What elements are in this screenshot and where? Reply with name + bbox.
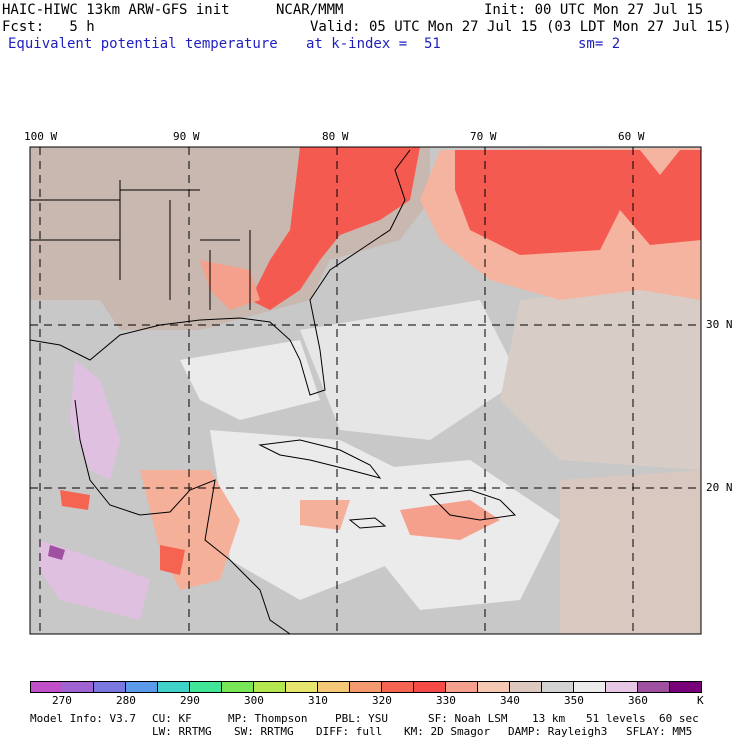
colorbar-tick-label: 330	[436, 694, 456, 707]
colorbar-tick-label: 280	[116, 694, 136, 707]
colorbar-swatch	[94, 681, 126, 693]
colorbar-tick-label: 350	[564, 694, 584, 707]
valid-time: Valid: 05 UTC Mon 27 Jul 15 (03 LDT Mon …	[310, 19, 732, 35]
colorbar-swatch	[254, 681, 286, 693]
colorbar-tick-label: 310	[308, 694, 328, 707]
colorbar-unit: K	[697, 694, 704, 707]
footer-resolution: 13 km	[532, 712, 566, 725]
colorbar-swatch	[510, 681, 542, 693]
colorbar-swatch	[446, 681, 478, 693]
colorbar-tick-label: 320	[372, 694, 392, 707]
colorbar-swatch	[542, 681, 574, 693]
lon-label-60w: 60 W	[618, 130, 645, 143]
coastlines	[30, 149, 517, 634]
colorbar-swatch	[350, 681, 382, 693]
colorbar-swatch	[382, 681, 414, 693]
colorbar-swatch	[286, 681, 318, 693]
colorbar-swatch	[158, 681, 190, 693]
colorbar-swatch	[478, 681, 510, 693]
lon-label-100w: 100 W	[24, 130, 58, 143]
smoothing: sm= 2	[578, 36, 621, 52]
lat-label-20n: 20 N	[706, 481, 733, 494]
lon-label-70w: 70 W	[470, 130, 497, 143]
footer-pbl: PBL: YSU	[335, 712, 388, 725]
footer-diff: DIFF: full	[316, 725, 383, 738]
colorbar-tick-label: 270	[52, 694, 72, 707]
footer-sflay: SFLAY: MM5	[626, 725, 693, 738]
colorbar-swatch	[414, 681, 446, 693]
footer-timestep: 60 sec	[659, 712, 699, 725]
footer-lw: LW: RRTMG	[152, 725, 212, 738]
model-title: HAIC-HIWC 13km ARW-GFS init	[2, 2, 230, 18]
lon-label-90w: 90 W	[173, 130, 200, 143]
colorbar-swatch	[574, 681, 606, 693]
lat-label-30n: 30 N	[706, 318, 733, 331]
colorbar-swatch	[638, 681, 670, 693]
colorbar-tick-label: 340	[500, 694, 520, 707]
colorbar-tick-label: 300	[244, 694, 264, 707]
field-name: Equivalent potential temperature	[8, 36, 278, 52]
level-index: at k-index = 51	[306, 36, 441, 52]
colorbar-tick-label: 360	[628, 694, 648, 707]
init-time: Init: 00 UTC Mon 27 Jul 15	[484, 2, 704, 18]
footer-sf: SF: Noah LSM	[428, 712, 508, 725]
footer-mp: MP: Thompson	[228, 712, 308, 725]
footer-levels: 51 levels	[586, 712, 646, 725]
lat-lon-grid	[30, 147, 701, 634]
colorbar-tick-label: 290	[180, 694, 200, 707]
map-frame	[29, 146, 702, 635]
colorbar-swatch	[318, 681, 350, 693]
colorbar-swatch	[30, 681, 63, 693]
lon-label-80w: 80 W	[322, 130, 349, 143]
colorbar-swatch	[62, 681, 94, 693]
footer-model-info: Model Info: V3.7	[30, 712, 136, 725]
colorbar-swatch	[190, 681, 222, 693]
colorbar-swatch	[126, 681, 158, 693]
footer-damp: DAMP: Rayleigh3	[508, 725, 608, 738]
footer-sw: SW: RRTMG	[234, 725, 294, 738]
theta-e-field	[30, 147, 701, 634]
org-label: NCAR/MMM	[276, 2, 344, 18]
colorbar-swatch	[670, 681, 702, 693]
colorbar-swatch	[222, 681, 254, 693]
colorbar-swatch	[606, 681, 638, 693]
footer-cu: CU: KF	[152, 712, 192, 725]
forecast-hour: Fcst: 5 h	[2, 19, 95, 35]
footer-km: KM: 2D Smagor	[404, 725, 491, 738]
